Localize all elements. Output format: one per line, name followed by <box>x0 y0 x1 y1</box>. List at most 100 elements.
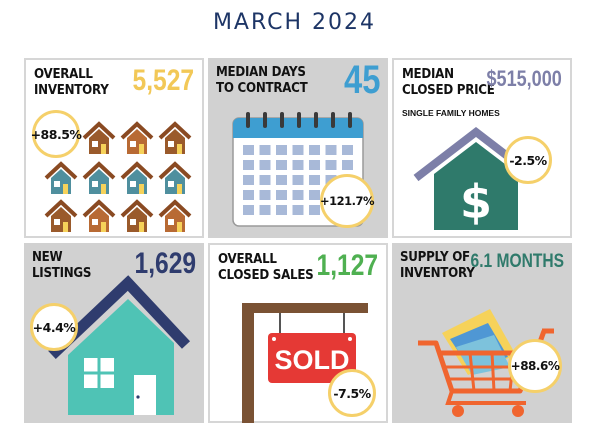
label-line2: CLOSED SALES <box>218 267 314 283</box>
house-door-shape <box>139 144 144 154</box>
house-door-shape <box>101 184 106 194</box>
house-window-shape <box>54 219 60 225</box>
label-line1: NEW <box>32 249 63 265</box>
tile-median-price: MEDIAN CLOSED PRICE SINGLE FAMILY HOMES … <box>392 58 572 238</box>
sold-sign-icon: SOLD <box>242 303 368 423</box>
house-roof-shape <box>82 199 116 218</box>
dollar-house-icon: $ <box>413 126 539 230</box>
house-window-shape <box>92 141 98 147</box>
calendar-ring-shape <box>297 112 301 128</box>
house-window-shape <box>168 219 174 225</box>
house-roof-shape <box>120 161 154 180</box>
calendar-day-cell <box>292 190 304 200</box>
label-line1: MEDIAN <box>402 66 454 82</box>
house-door-shape <box>139 184 144 194</box>
calendar-day-cell <box>292 145 304 155</box>
house-window-shape <box>92 219 98 225</box>
calendar-ring-shape <box>280 112 284 128</box>
calendar-day-cell <box>259 160 271 170</box>
days-value: 45 <box>343 58 380 102</box>
calendar-day-cell <box>276 205 287 215</box>
calendar-day-cell <box>276 145 287 155</box>
supply-value: 6.1 MONTHS <box>470 251 564 272</box>
house-roof-shape <box>120 121 154 140</box>
house-roof-shape <box>120 199 154 218</box>
house-door-shape <box>101 144 106 154</box>
calendar-day-cell <box>309 205 320 215</box>
calendar-ring-shape <box>331 112 335 128</box>
house-door-shape <box>139 222 144 232</box>
days-change-badge: +121.7% <box>320 174 375 228</box>
calendar-day-cell <box>243 175 254 185</box>
supply-change-badge: +88.6% <box>508 339 562 393</box>
inventory-value: 5,527 <box>132 64 194 97</box>
house-window-shape <box>168 181 174 187</box>
calendar-day-cell <box>342 160 353 170</box>
calendar-day-cell <box>243 145 254 155</box>
house-window-shape <box>130 141 136 147</box>
tile-label: MEDIAN DAYS TO CONTRACT <box>216 64 308 96</box>
tile-label: SUPPLY OF INVENTORY <box>400 249 475 281</box>
sold-sign-text: SOLD <box>274 345 349 375</box>
calendar-day-cell <box>259 190 271 200</box>
house-door-shape <box>63 222 68 232</box>
listings-value: 1,629 <box>134 247 196 280</box>
house-roof-shape <box>158 161 192 180</box>
label-line1: OVERALL <box>218 251 277 267</box>
calendar-day-cell <box>309 190 320 200</box>
house-window-shape <box>54 181 60 187</box>
house-door-shape <box>63 184 68 194</box>
label-line1: SUPPLY OF <box>400 249 470 265</box>
listings-change-badge: +4.4% <box>30 303 78 351</box>
price-sublabel: SINGLE FAMILY HOMES <box>402 108 500 118</box>
label-line2: CLOSED PRICE <box>402 82 495 98</box>
calendar-day-cell <box>259 145 271 155</box>
label-line2: TO CONTRACT <box>216 80 308 96</box>
tile-new-listings: NEW LISTINGS 1,629 +4.4% <box>24 243 204 423</box>
tile-overall-inventory: OVERALL INVENTORY 5,527 +88.5% <box>24 58 204 238</box>
house-door-shape <box>177 222 182 232</box>
calendar-ring-shape <box>263 112 267 128</box>
calendar-day-cell <box>259 175 271 185</box>
sales-value: 1,127 <box>316 249 378 282</box>
tile-closed-sales: OVERALL CLOSED SALES 1,127 SOLD -7.5% <box>208 243 388 423</box>
inventory-change-badge: +88.5% <box>31 110 82 158</box>
label-line2: INVENTORY <box>400 265 475 281</box>
calendar-day-cell <box>309 175 320 185</box>
price-value: $515,000 <box>486 66 562 91</box>
house-roof-shape <box>82 121 116 140</box>
sales-change-badge: -7.5% <box>328 369 376 417</box>
calendar-ring-shape <box>314 112 318 128</box>
house-roof-shape <box>158 121 192 140</box>
label-line2: LISTINGS <box>32 265 92 281</box>
house-roof-shape <box>44 161 78 180</box>
label-line1: OVERALL <box>34 66 93 82</box>
svg-text:$: $ <box>460 175 492 229</box>
calendar-ring-shape <box>348 112 352 128</box>
calendar-ring-shape <box>246 112 250 128</box>
calendar-day-cell <box>276 160 287 170</box>
calendar-day-cell <box>292 160 304 170</box>
calendar-day-cell <box>276 175 287 185</box>
tile-label: NEW LISTINGS <box>32 249 91 281</box>
stats-grid: OVERALL INVENTORY 5,527 +88.5% MEDIAN DA… <box>24 58 573 428</box>
tile-label: MEDIAN CLOSED PRICE <box>402 66 495 98</box>
tile-label: OVERALL INVENTORY <box>34 66 109 98</box>
page-title: MARCH 2024 <box>212 10 377 35</box>
label-line2: INVENTORY <box>34 82 109 98</box>
calendar-day-cell <box>259 205 271 215</box>
tile-median-days: MEDIAN DAYS TO CONTRACT 45 +121.7% <box>208 58 388 238</box>
house-grid-icon <box>44 121 192 232</box>
house-window-shape <box>168 141 174 147</box>
calendar-day-cell <box>325 160 337 170</box>
house-window-shape <box>130 181 136 187</box>
house-roof-shape <box>158 199 192 218</box>
calendar-day-cell <box>243 205 254 215</box>
calendar-day-cell <box>309 145 320 155</box>
calendar-day-cell <box>309 160 320 170</box>
shopping-cart-icon <box>418 309 554 417</box>
tile-label: OVERALL CLOSED SALES <box>218 251 314 283</box>
calendar-day-cell <box>342 145 353 155</box>
house-roof-shape <box>82 161 116 180</box>
house-door-shape <box>177 184 182 194</box>
